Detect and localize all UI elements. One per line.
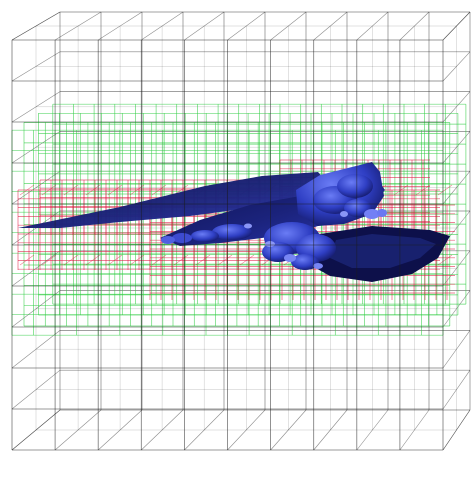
grid-line	[239, 254, 255, 266]
grid-line	[313, 409, 348, 451]
grid-line	[141, 409, 184, 451]
grid-line	[11, 369, 61, 410]
grid-line	[173, 254, 189, 266]
grid-line	[11, 409, 61, 451]
grid-line	[107, 254, 123, 266]
grid-line	[442, 131, 471, 164]
grid-line	[151, 254, 167, 266]
grid-line	[227, 11, 266, 41]
coarse-grid-front	[11, 39, 444, 451]
model-left-wing	[18, 172, 330, 228]
grid-line	[63, 254, 79, 266]
grid-line	[217, 254, 233, 266]
grid-line	[442, 91, 471, 123]
grid-line	[41, 184, 57, 196]
grid-line	[270, 409, 307, 451]
grid-line	[41, 254, 57, 266]
grid-line	[442, 250, 471, 287]
grid-line	[141, 11, 184, 41]
grid-line	[442, 370, 471, 410]
grid-line	[11, 330, 61, 369]
grid-line	[54, 409, 102, 451]
grid-line	[415, 184, 431, 196]
grid-line	[63, 184, 79, 196]
grid-line	[442, 330, 471, 369]
grid-line	[356, 11, 389, 41]
grid-line	[356, 409, 389, 451]
grid-line	[85, 254, 101, 266]
grid-line	[11, 250, 61, 287]
grid-line	[442, 290, 471, 328]
grid-line	[270, 11, 307, 41]
grid-line	[399, 11, 430, 41]
grid-line	[437, 184, 453, 196]
grid-line	[227, 409, 266, 451]
grid-line	[442, 409, 471, 451]
grid-line	[442, 51, 471, 82]
grid-line	[19, 254, 35, 266]
model-blob-cluster	[161, 174, 387, 270]
grid-line	[11, 51, 61, 82]
volume-model-surface	[18, 162, 450, 282]
grid-line	[97, 409, 143, 451]
grid-line	[437, 254, 453, 266]
grid-line	[393, 184, 409, 196]
grid-line	[151, 184, 167, 196]
grid-line	[19, 184, 35, 196]
grid-line	[313, 11, 348, 41]
grid-line	[11, 290, 61, 328]
grid-line	[11, 91, 61, 123]
grid-line	[399, 409, 430, 451]
grid-line	[184, 409, 225, 451]
grid-line	[184, 11, 225, 41]
grid-line	[11, 131, 61, 164]
grid-line	[11, 11, 61, 41]
grid-line	[195, 254, 211, 266]
grid-line	[98, 11, 143, 41]
grid-line	[85, 184, 101, 196]
grid-line	[107, 184, 123, 196]
grid-line	[442, 171, 471, 205]
grid-line	[442, 11, 471, 41]
grid-line	[54, 11, 102, 41]
